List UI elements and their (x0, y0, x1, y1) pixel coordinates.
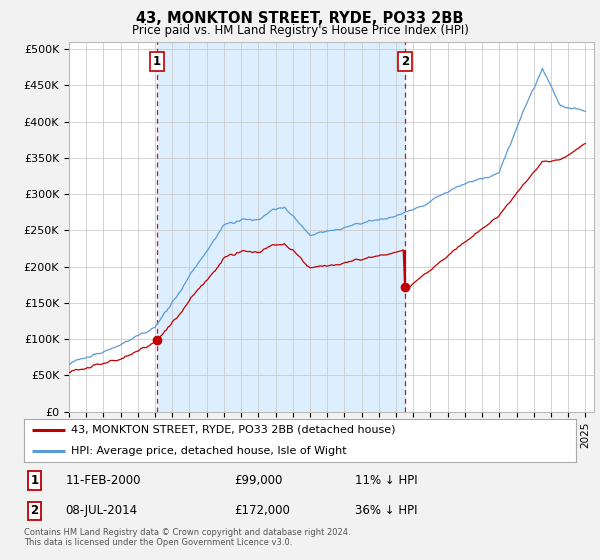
Text: Contains HM Land Registry data © Crown copyright and database right 2024.
This d: Contains HM Land Registry data © Crown c… (24, 528, 350, 547)
Text: 11% ↓ HPI: 11% ↓ HPI (355, 474, 418, 487)
Text: 43, MONKTON STREET, RYDE, PO33 2BB: 43, MONKTON STREET, RYDE, PO33 2BB (136, 11, 464, 26)
Text: £172,000: £172,000 (234, 504, 290, 517)
Text: 1: 1 (31, 474, 39, 487)
Text: HPI: Average price, detached house, Isle of Wight: HPI: Average price, detached house, Isle… (71, 446, 347, 456)
Text: 43, MONKTON STREET, RYDE, PO33 2BB (detached house): 43, MONKTON STREET, RYDE, PO33 2BB (deta… (71, 424, 395, 435)
Text: Price paid vs. HM Land Registry's House Price Index (HPI): Price paid vs. HM Land Registry's House … (131, 24, 469, 36)
Text: 2: 2 (31, 504, 39, 517)
Text: 08-JUL-2014: 08-JUL-2014 (65, 504, 137, 517)
Text: 2: 2 (401, 55, 409, 68)
Text: £99,000: £99,000 (234, 474, 282, 487)
Text: 11-FEB-2000: 11-FEB-2000 (65, 474, 141, 487)
Text: 1: 1 (153, 55, 161, 68)
Text: 36% ↓ HPI: 36% ↓ HPI (355, 504, 418, 517)
